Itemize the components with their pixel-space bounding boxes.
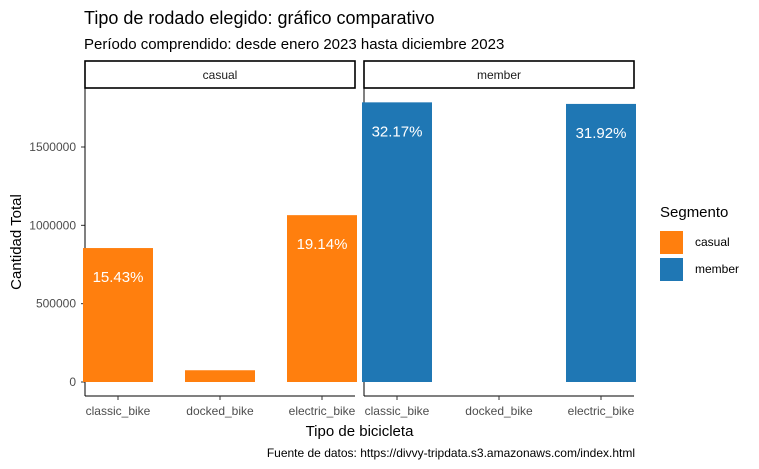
facet-label-casual: casual (203, 68, 238, 82)
legend: Segmento casual member (660, 204, 739, 283)
facet-strip-casual (84, 60, 356, 89)
y-tick-label: 0 (69, 375, 76, 389)
x-tick-label: electric_bike (568, 404, 635, 418)
bar-member-classic_bike (362, 102, 432, 382)
facet-label-member: member (477, 68, 521, 82)
bar-data-label: 31.92% (576, 125, 627, 142)
bar-casual-docked_bike (185, 370, 255, 382)
bar-data-label: 15.43% (93, 269, 144, 286)
x-tick-label: docked_bike (465, 404, 533, 418)
legend-item-casual: casual (660, 229, 739, 255)
y-tick-label: 1000000 (29, 218, 76, 232)
chart-subtitle: Período comprendido: desde enero 2023 ha… (84, 36, 505, 53)
x-axis-title: Tipo de bicicleta (306, 423, 414, 440)
legend-label-casual: casual (695, 235, 730, 249)
legend-title: Segmento (660, 204, 729, 221)
bar-casual-classic_bike (83, 248, 153, 382)
y-tick-label: 1500000 (29, 140, 76, 154)
bar-casual-electric_bike (287, 215, 357, 382)
legend-swatch-casual (660, 230, 683, 254)
data-source-caption: Fuente de datos: https://divvy-tripdata.… (266, 446, 635, 460)
y-axis-title: Cantidad Total (8, 194, 25, 290)
x-tick-label: electric_bike (289, 404, 356, 418)
legend-item-member: member (660, 256, 739, 282)
legend-label-member: member (695, 262, 740, 276)
y-tick-label: 500000 (36, 297, 76, 311)
chart-title: Tipo de rodado elegido: gráfico comparat… (84, 8, 435, 28)
bar-member-electric_bike (566, 103, 636, 383)
bar-data-label: 32.17% (372, 123, 423, 140)
facet-strip-member (363, 60, 635, 89)
x-tick-label: classic_bike (86, 404, 151, 418)
legend-swatch-member (660, 257, 683, 281)
x-tick-label: classic_bike (365, 404, 430, 418)
x-tick-label: docked_bike (186, 404, 254, 418)
bar-data-label: 19.14% (297, 236, 348, 253)
